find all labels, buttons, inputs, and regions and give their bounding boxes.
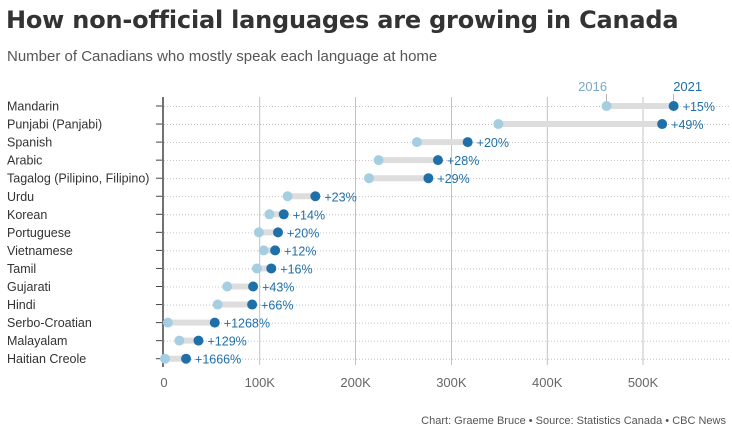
x-tick-label: 500K (628, 375, 659, 390)
x-tick-label: 300K (436, 375, 467, 390)
x-tick-label: 200K (340, 375, 371, 390)
chart-row: Spanish +20% (7, 136, 730, 150)
dot-2021 (657, 119, 668, 130)
chart-title: How non-official languages are growing i… (6, 6, 679, 34)
chart-row: Mandarin +15% (7, 100, 730, 114)
dot-2021 (181, 353, 192, 364)
change-label: +49% (671, 118, 703, 132)
chart-row: Portuguese +20% (7, 226, 730, 240)
category-label: Arabic (7, 154, 42, 168)
category-label: Hindi (7, 298, 36, 312)
dot-2021 (278, 209, 289, 220)
dot-2021 (432, 155, 443, 166)
chart-row: Korean +14% (7, 208, 730, 222)
x-tick-label: 100K (245, 375, 276, 390)
rows-layer: Mandarin +15% Punjabi (Panjabi) +49% Spanish… (7, 100, 730, 367)
dot-2016 (162, 317, 173, 328)
category-label: Haitian Creole (7, 352, 86, 366)
change-label: +1666% (195, 353, 241, 367)
dot-2021 (462, 137, 473, 148)
legend-label-2016: 2016 (578, 79, 607, 94)
category-label: Tamil (7, 262, 36, 276)
dot-2016 (251, 263, 262, 274)
change-label: +66% (261, 299, 293, 313)
dot-2021 (310, 191, 321, 202)
chart-subtitle: Number of Canadians who mostly speak eac… (7, 48, 438, 65)
chart-row: Vietnamese +12% (7, 244, 730, 258)
dot-2016 (364, 173, 375, 184)
x-tick-label: 400K (532, 375, 563, 390)
category-label: Urdu (7, 190, 34, 204)
dot-2021 (248, 281, 259, 292)
dot-2016 (174, 335, 185, 346)
dot-2016 (493, 119, 504, 130)
chart-row: Tamil +16% (7, 262, 730, 276)
chart-row: Urdu +23% (7, 190, 730, 204)
dot-2021 (266, 263, 277, 274)
x-tick-label: 0 (160, 375, 167, 390)
category-label: Vietnamese (7, 244, 73, 258)
dot-2016 (212, 299, 223, 310)
chart-row: Haitian Creole +1666% (7, 352, 730, 367)
chart-row: Punjabi (Panjabi) +49% (7, 118, 730, 132)
category-label: Tagalog (Pilipino, Filipino) (7, 172, 149, 186)
change-label: +28% (447, 154, 479, 168)
category-label: Serbo-Croatian (7, 316, 92, 330)
change-label: +20% (287, 226, 319, 240)
dot-2016 (282, 191, 293, 202)
chart-row: Arabic +28% (7, 154, 730, 168)
dot-2016 (222, 281, 233, 292)
category-label: Punjabi (Panjabi) (7, 118, 102, 132)
dot-2021 (273, 227, 284, 238)
dot-2021 (423, 173, 434, 184)
legend-layer: 2016 2021 (578, 79, 702, 101)
dot-2021 (193, 335, 204, 346)
change-label: +23% (324, 190, 356, 204)
source-credit: Chart: Graeme Bruce • Source: Statistics… (421, 415, 726, 427)
chart-row: Tagalog (Pilipino, Filipino) +29% (7, 172, 730, 186)
dot-2016 (258, 245, 269, 256)
category-label: Spanish (7, 136, 52, 150)
change-label: +12% (284, 244, 316, 258)
dot-2021 (247, 299, 258, 310)
chart-row: Hindi +66% (7, 298, 730, 313)
dot-2021 (209, 317, 220, 328)
category-label: Korean (7, 208, 47, 222)
category-label: Portuguese (7, 226, 71, 240)
chart-row: Malayalam +129% (7, 334, 730, 349)
category-label: Gujarati (7, 280, 51, 294)
chart-row: Gujarati +43% (7, 280, 730, 295)
chart-row: Serbo-Croatian +1268% (7, 316, 730, 331)
dot-2016 (411, 137, 422, 148)
change-label: +14% (293, 208, 325, 222)
category-label: Mandarin (7, 100, 59, 114)
change-label: +1268% (224, 317, 270, 331)
change-label: +16% (280, 262, 312, 276)
dot-2016 (373, 155, 384, 166)
axis-layer: 0 100K 200K 300K 400K 500K (160, 97, 659, 390)
dot-2021 (270, 245, 281, 256)
change-label: +15% (683, 100, 715, 114)
dot-2016 (253, 227, 264, 238)
change-label: +129% (207, 335, 246, 349)
dot-2021 (668, 101, 679, 111)
category-label: Malayalam (7, 334, 67, 348)
dot-2016 (601, 101, 612, 111)
change-label: +29% (437, 172, 469, 186)
legend-label-2021: 2021 (673, 79, 702, 94)
change-label: +43% (262, 281, 294, 295)
change-label: +20% (477, 136, 509, 150)
dot-2016 (159, 353, 170, 364)
dot-2016 (264, 209, 275, 220)
